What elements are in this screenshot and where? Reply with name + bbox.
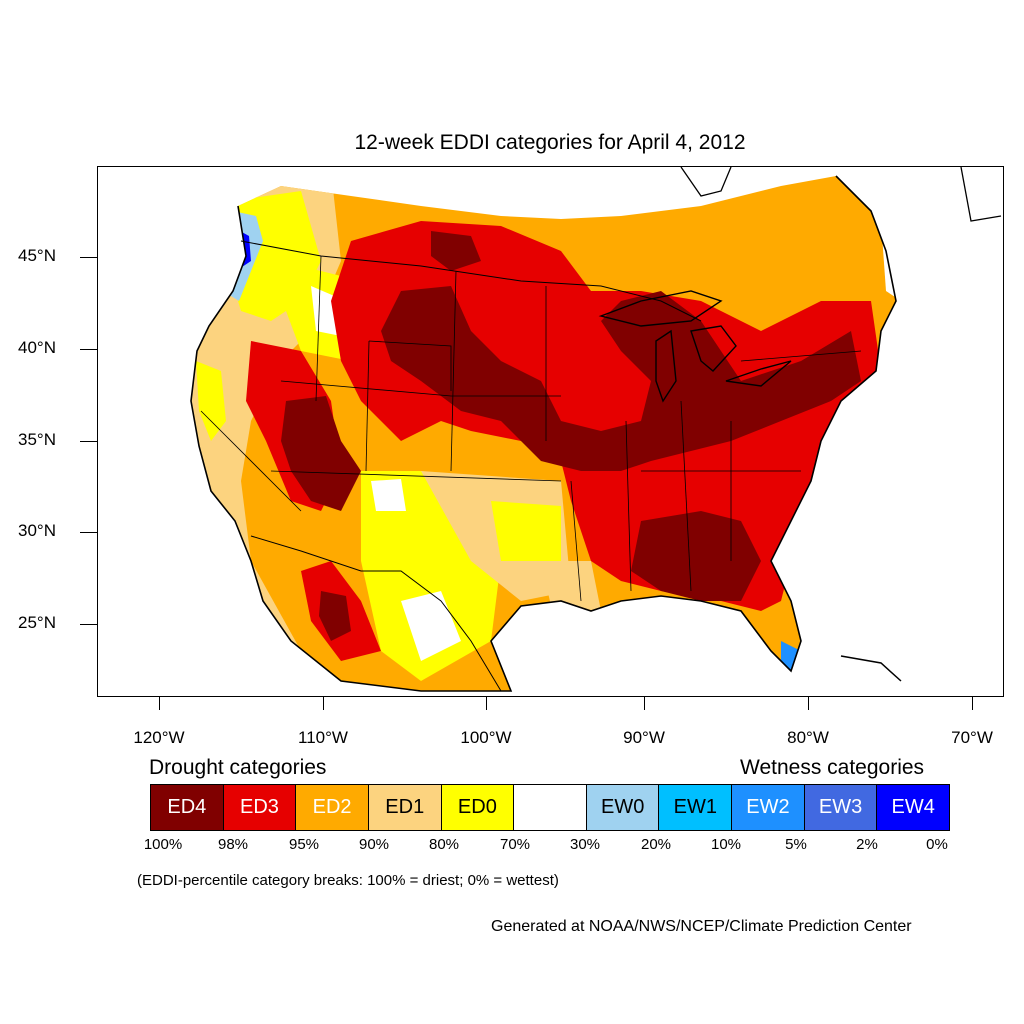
legend-box-ew4: EW4 bbox=[877, 785, 950, 830]
drought-legend-title: Drought categories bbox=[149, 756, 327, 779]
lon-label-120: 120°W bbox=[133, 728, 185, 747]
lon-tick bbox=[486, 697, 487, 710]
lon-tick bbox=[972, 697, 973, 710]
legend-box-ew2: EW2 bbox=[732, 785, 805, 830]
category-legend: ED4 ED3 ED2 ED1 ED0 EW0 EW1 EW2 EW3 EW4 bbox=[150, 784, 950, 831]
great-lakes bbox=[598, 290, 792, 403]
lon-tick bbox=[159, 697, 160, 710]
lat-label-35: 35°N bbox=[18, 430, 56, 449]
canada-coast bbox=[680, 167, 732, 197]
cuba-coast bbox=[840, 655, 902, 682]
percentile-label: 90% bbox=[358, 836, 390, 853]
percentile-label: 10% bbox=[710, 836, 742, 853]
eddi-map bbox=[97, 166, 1004, 697]
lon-tick bbox=[808, 697, 809, 710]
percentile-label: 98% bbox=[217, 836, 249, 853]
lon-label-90: 90°W bbox=[623, 728, 665, 747]
percentile-label: 2% bbox=[856, 836, 878, 853]
percentile-label: 5% bbox=[785, 836, 807, 853]
lon-label-80: 80°W bbox=[787, 728, 829, 747]
wetness-legend-title: Wetness categories bbox=[740, 756, 925, 779]
legend-box-ew1: EW1 bbox=[659, 785, 733, 830]
legend-box-ed2: ED2 bbox=[296, 785, 369, 830]
lat-tick bbox=[80, 349, 97, 350]
legend-box-ew0: EW0 bbox=[586, 785, 660, 830]
percentile-label: 30% bbox=[569, 836, 601, 853]
lat-label-25: 25°N bbox=[18, 613, 56, 632]
legend-box-ed3: ED3 bbox=[223, 785, 297, 830]
lon-tick bbox=[323, 697, 324, 710]
lat-tick bbox=[80, 624, 97, 625]
lon-label-100: 100°W bbox=[460, 728, 512, 747]
credit-line: Generated at NOAA/NWS/NCEP/Climate Predi… bbox=[491, 918, 912, 935]
drought-shading bbox=[191, 176, 896, 691]
legend-box-ed1: ED1 bbox=[368, 785, 442, 830]
state-boundaries bbox=[200, 255, 862, 602]
percentile-label: 95% bbox=[288, 836, 320, 853]
lon-tick bbox=[644, 697, 645, 710]
lat-tick bbox=[80, 532, 97, 533]
lat-tick bbox=[80, 257, 97, 258]
map-title: 12-week EDDI categories for April 4, 201… bbox=[354, 131, 746, 154]
legend-box-ew3: EW3 bbox=[804, 785, 878, 830]
lat-label-45: 45°N bbox=[18, 246, 56, 265]
percentile-label: 70% bbox=[499, 836, 531, 853]
percentile-label: 80% bbox=[428, 836, 460, 853]
lat-label-40: 40°N bbox=[18, 338, 56, 357]
category-note: (EDDI-percentile category breaks: 100% =… bbox=[137, 872, 559, 889]
legend-box-ed4: ED4 bbox=[151, 785, 224, 830]
nova-scotia-coast bbox=[960, 167, 1002, 222]
lat-label-30: 30°N bbox=[18, 521, 56, 540]
lon-label-70: 70°W bbox=[951, 728, 993, 747]
legend-box-normal bbox=[514, 785, 587, 830]
percentile-label: 100% bbox=[143, 836, 183, 853]
lon-label-110: 110°W bbox=[298, 728, 348, 747]
border-mexico bbox=[250, 535, 502, 692]
lat-tick bbox=[80, 441, 97, 442]
percentile-label: 0% bbox=[926, 836, 948, 853]
legend-box-ed0: ED0 bbox=[441, 785, 515, 830]
coastline bbox=[190, 175, 897, 692]
percentile-label: 20% bbox=[640, 836, 672, 853]
